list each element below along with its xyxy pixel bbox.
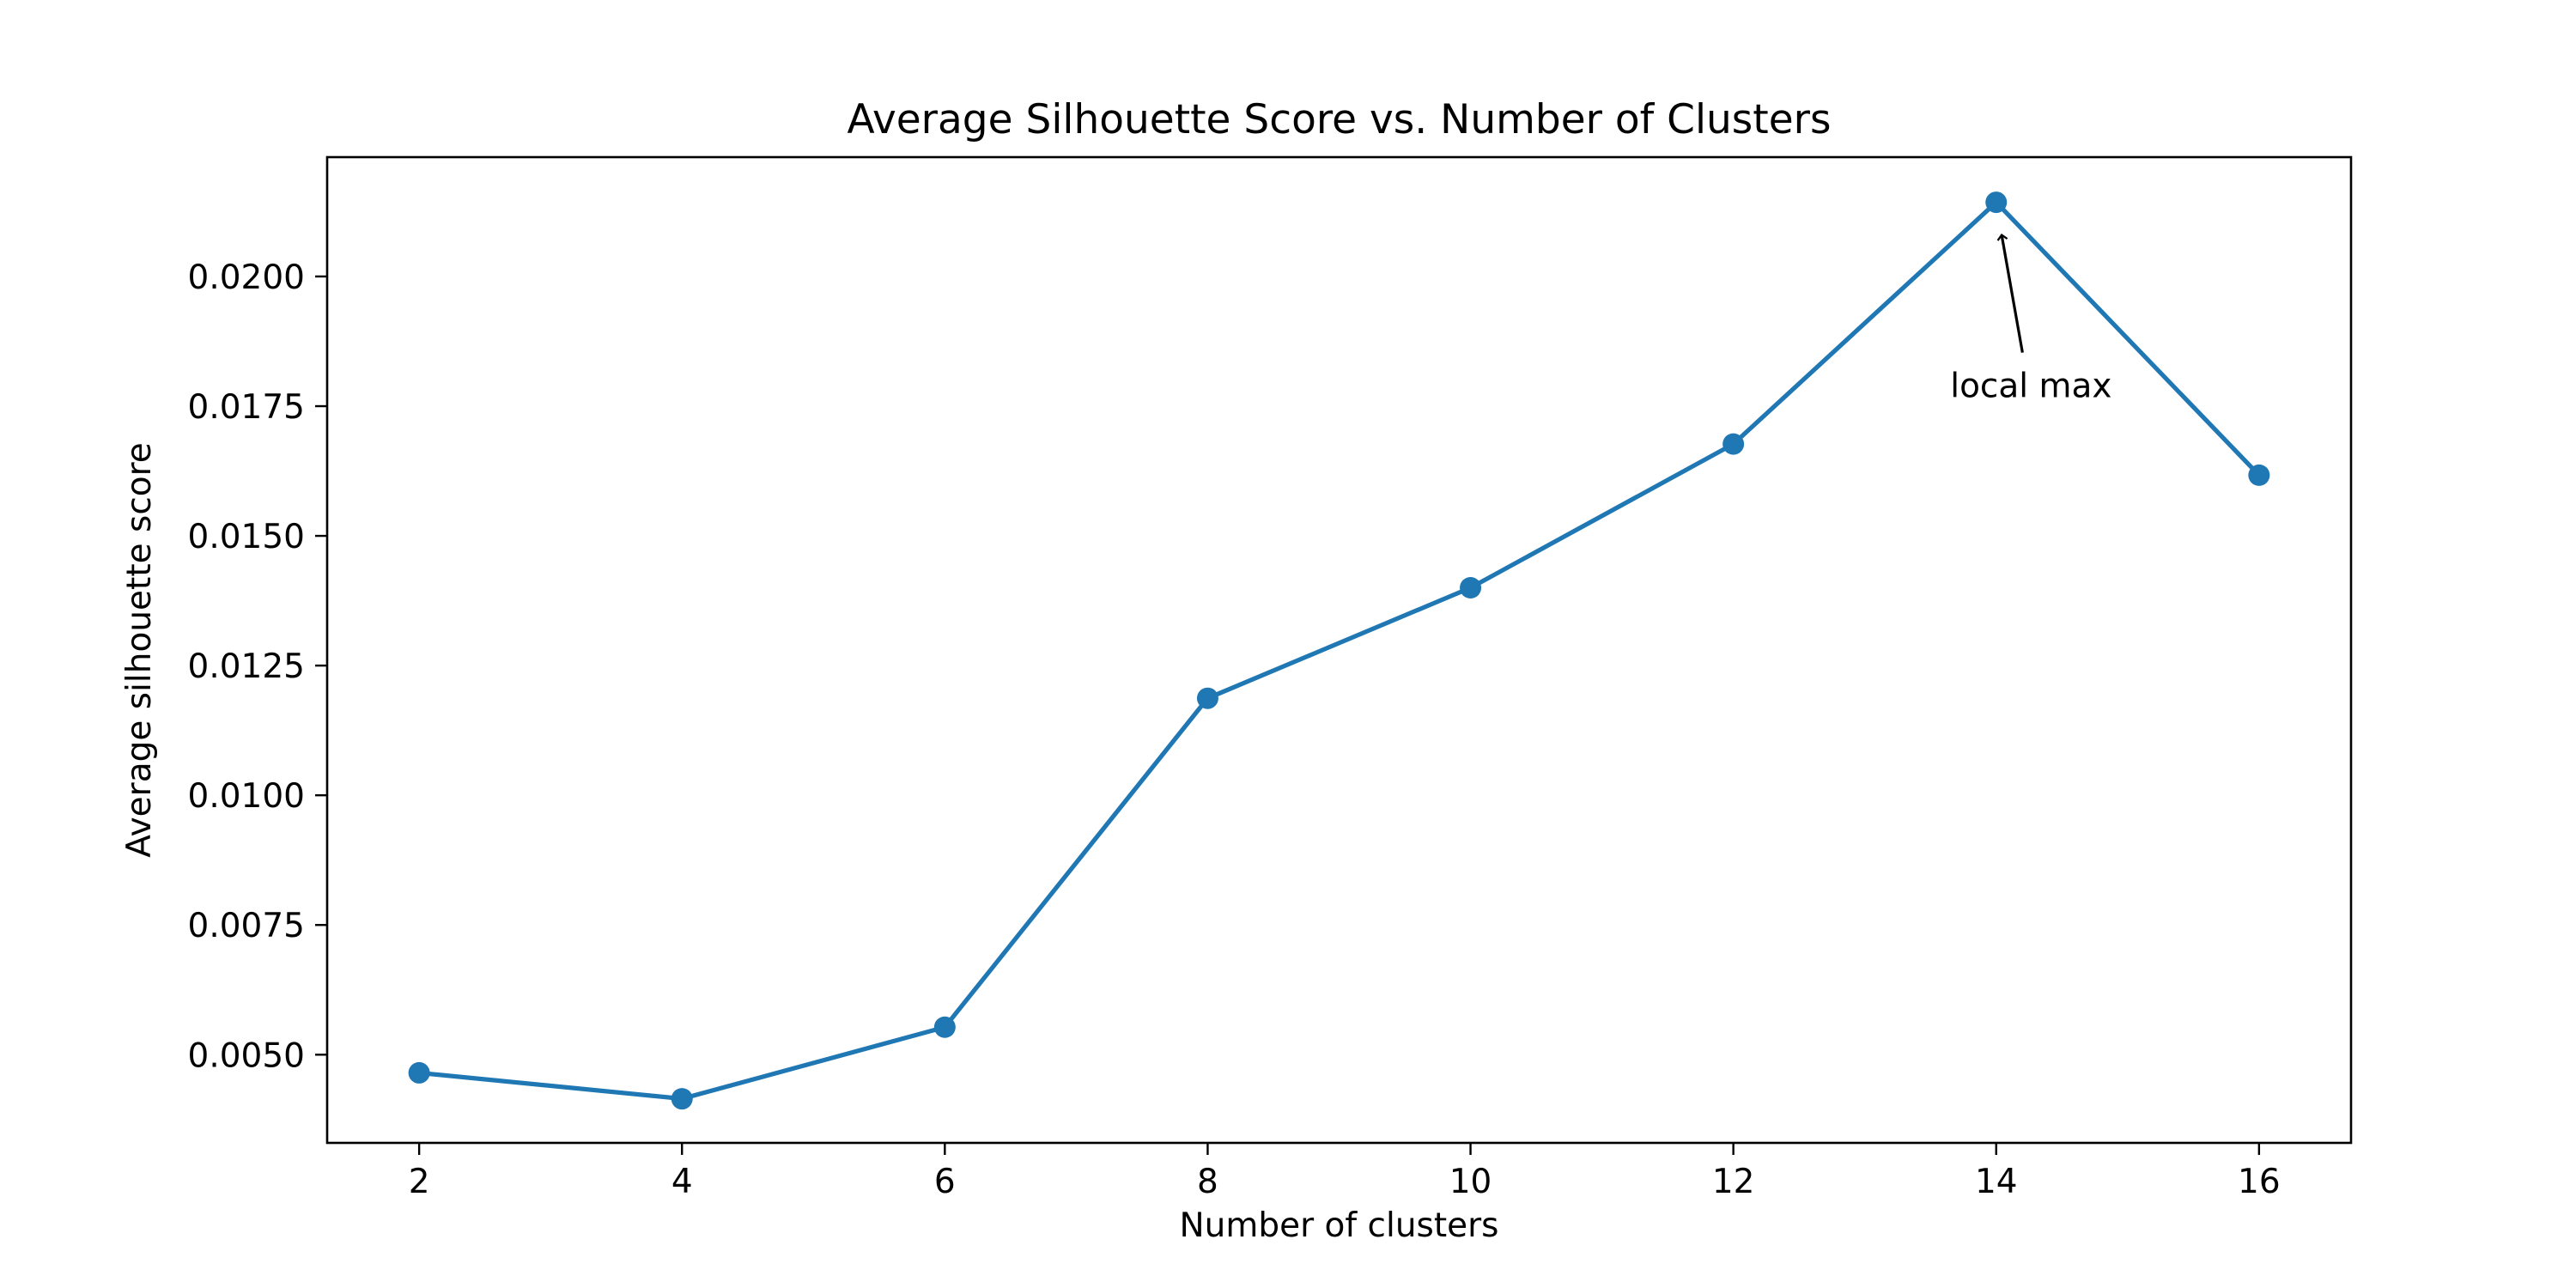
data-point <box>1722 433 1745 455</box>
x-axis: 2 4 6 8 10 12 14 16 <box>409 1143 2281 1201</box>
x-tick-label: 8 <box>1197 1163 1218 1201</box>
x-axis-label: Number of clusters <box>1179 1206 1498 1245</box>
y-tick-label: 0.0150 <box>188 518 305 556</box>
y-tick-label: 0.0100 <box>188 777 305 816</box>
data-point <box>2248 464 2270 486</box>
data-point <box>671 1088 693 1110</box>
y-tick-label: 0.0175 <box>188 388 305 427</box>
annotation-arrow <box>1996 234 2024 353</box>
x-tick-label: 2 <box>409 1163 430 1201</box>
annotation-group: local max <box>1950 234 2111 406</box>
y-axis: 0.0050 0.0075 0.0100 0.0125 0.0150 0.0175 0.02… <box>188 258 327 1075</box>
series-line-group <box>416 200 2263 1102</box>
x-tick-label: 12 <box>1712 1163 1755 1201</box>
y-tick-label: 0.0075 <box>188 907 305 945</box>
x-tick-label: 10 <box>1449 1163 1492 1201</box>
x-tick-label: 14 <box>1975 1163 2018 1201</box>
data-point <box>933 1016 956 1038</box>
data-point <box>1985 191 2008 214</box>
chart-title: Average Silhouette Score vs. Number of C… <box>848 96 1832 143</box>
plot-frame <box>325 155 2353 1145</box>
series-points-group <box>408 191 2270 1110</box>
x-tick-label: 16 <box>2238 1163 2281 1201</box>
x-tick-label: 4 <box>671 1163 693 1201</box>
series-line <box>416 200 2263 1102</box>
annotation-text: local max <box>1950 368 2111 406</box>
x-tick-label: 6 <box>934 1163 956 1201</box>
data-point <box>408 1061 430 1084</box>
data-point <box>1460 576 1482 598</box>
data-point <box>1196 687 1218 709</box>
y-tick-label: 0.0125 <box>188 647 305 686</box>
y-tick-label: 0.0200 <box>188 258 305 297</box>
y-axis-label: Average silhouette score <box>120 442 159 858</box>
y-tick-label: 0.0050 <box>188 1036 305 1075</box>
